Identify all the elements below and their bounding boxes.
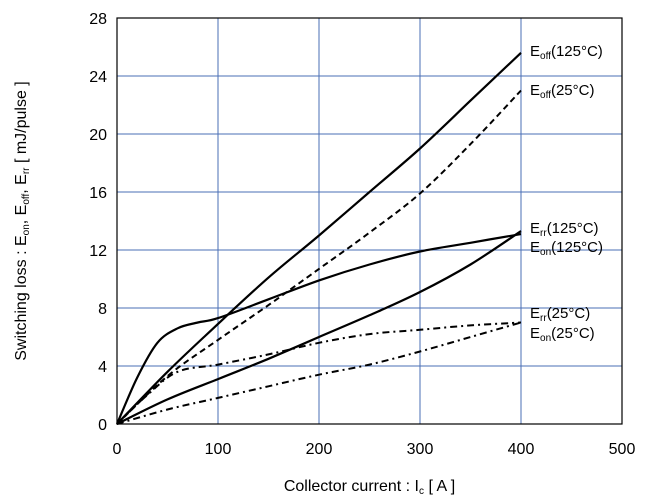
series-line xyxy=(115,233,522,425)
y-axis-title: Switching loss : Eon, Eoff, Err [ mJ/pul… xyxy=(13,81,32,361)
y-tick-label: 0 xyxy=(98,417,107,434)
plot-frame xyxy=(116,17,623,425)
y-tick-label: 28 xyxy=(89,11,107,28)
x-axis-title: Collector current : Ic [ A ] xyxy=(284,478,455,497)
x-tick-label: 100 xyxy=(205,441,232,458)
y-tick-labels: 0 4 8 12 16 20 24 28 xyxy=(89,11,107,434)
x-tick-label: 500 xyxy=(609,441,636,458)
y-tick-label: 16 xyxy=(89,185,107,202)
y-tick-label: 20 xyxy=(89,127,107,144)
x-tick-labels: 0 100 200 300 400 500 xyxy=(113,441,636,458)
y-tick-label: 4 xyxy=(98,359,107,376)
series-line xyxy=(116,230,522,425)
y-tick-label: 8 xyxy=(98,301,107,318)
curve-label: Eoff(125°C) xyxy=(530,43,603,62)
series-line xyxy=(116,89,522,425)
series-line xyxy=(116,321,522,425)
x-tick-label: 400 xyxy=(508,441,535,458)
x-tick-label: 200 xyxy=(306,441,333,458)
curve-label: Eon(25°C) xyxy=(530,325,595,344)
series-line xyxy=(116,321,522,425)
curve-label: Eon(125°C) xyxy=(530,239,603,258)
x-tick-label: 0 xyxy=(113,441,122,458)
x-tick-label: 300 xyxy=(407,441,434,458)
series-line xyxy=(116,52,522,425)
curve-labels: Eoff(125°C) Eoff(25°C) Err(125°C)Eon(125°C… xyxy=(530,43,603,344)
curves xyxy=(115,52,522,425)
curve-label: Eoff(25°C) xyxy=(530,82,594,101)
y-tick-label: 24 xyxy=(89,69,107,86)
y-tick-label: 12 xyxy=(89,243,107,260)
curve-label: Err(125°C) xyxy=(530,220,599,239)
curve-label: Err(25°C) xyxy=(530,305,590,324)
